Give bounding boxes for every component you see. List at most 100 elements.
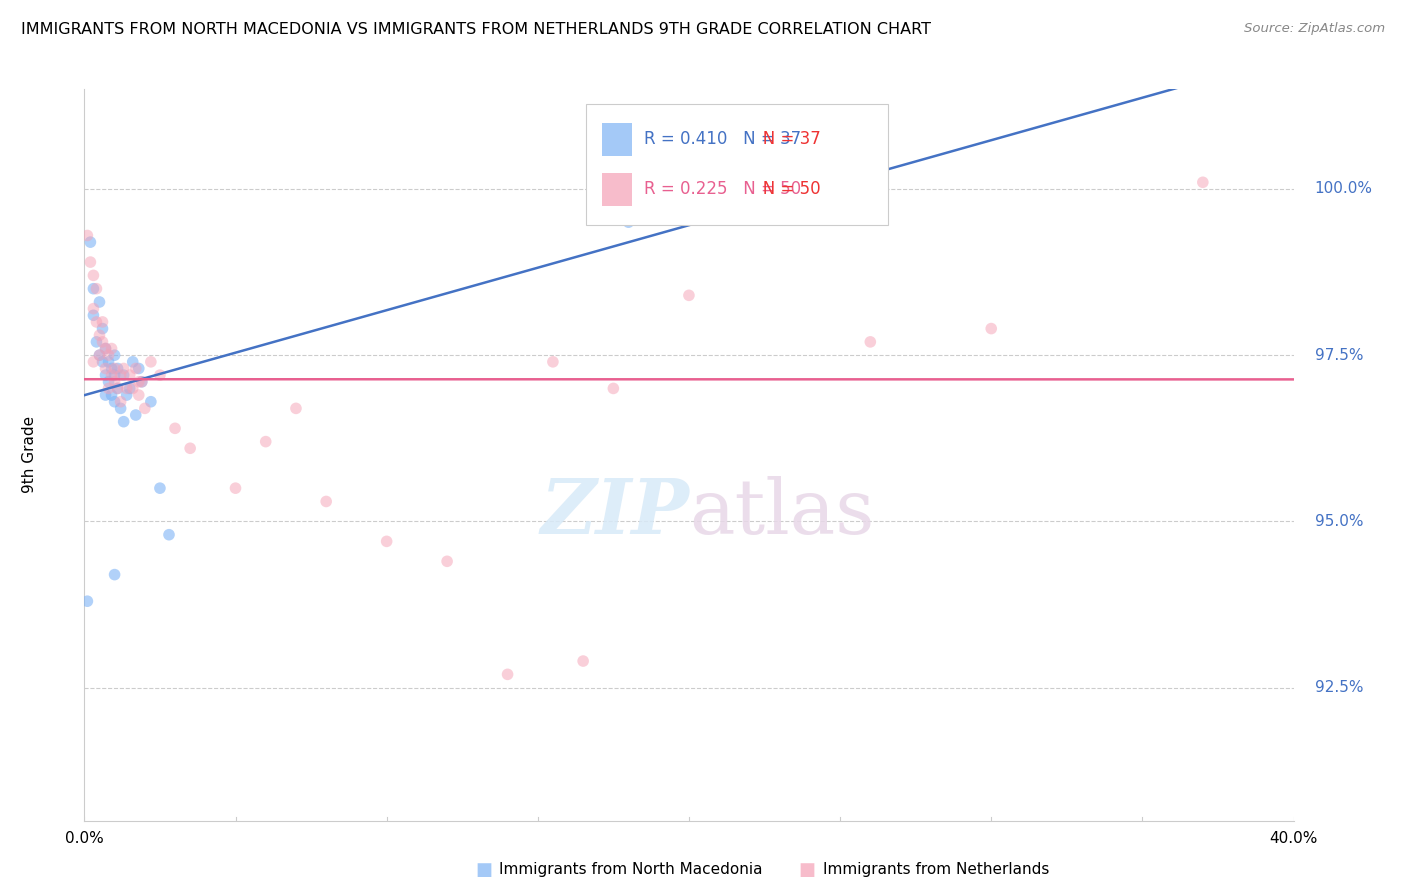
Point	[254, 434, 277, 449]
Point	[104, 394, 127, 409]
FancyBboxPatch shape	[602, 123, 633, 156]
Point	[375, 534, 398, 549]
Point	[79, 255, 101, 269]
Point	[112, 415, 135, 429]
Point	[128, 361, 150, 376]
Point	[121, 381, 143, 395]
Text: ■: ■	[475, 861, 492, 879]
Point	[107, 381, 129, 395]
Point	[82, 308, 104, 322]
Point	[91, 321, 114, 335]
Text: N = 37: N = 37	[747, 130, 821, 148]
Point	[112, 368, 135, 383]
Point	[86, 334, 108, 349]
Text: R = 0.410   N = 37: R = 0.410 N = 37	[644, 130, 801, 148]
Point	[86, 315, 108, 329]
Point	[100, 342, 122, 356]
Point	[82, 355, 104, 369]
Point	[1191, 175, 1213, 189]
Text: ZIP: ZIP	[540, 476, 689, 550]
Point	[104, 567, 127, 582]
Point	[89, 348, 111, 362]
Point	[436, 554, 458, 568]
Point	[100, 368, 122, 383]
Point	[157, 527, 180, 541]
Text: N = 50: N = 50	[747, 180, 821, 198]
Point	[112, 361, 135, 376]
Point	[125, 361, 148, 376]
Point	[163, 421, 186, 435]
Text: 0.0%: 0.0%	[65, 830, 104, 846]
Point	[131, 375, 153, 389]
Point	[94, 342, 117, 356]
Point	[572, 654, 595, 668]
Point	[602, 381, 624, 395]
Point	[91, 315, 114, 329]
Point	[76, 594, 98, 608]
Text: 97.5%: 97.5%	[1315, 348, 1362, 363]
Point	[86, 282, 108, 296]
Point	[496, 667, 519, 681]
Text: Source: ZipAtlas.com: Source: ZipAtlas.com	[1244, 22, 1385, 36]
Point	[128, 375, 150, 389]
Point	[115, 388, 138, 402]
Point	[125, 408, 148, 422]
Point	[134, 401, 156, 416]
Text: 40.0%: 40.0%	[1270, 830, 1317, 846]
Point	[94, 342, 117, 356]
Point	[110, 401, 132, 416]
Point	[139, 394, 162, 409]
Point	[110, 394, 132, 409]
Point	[97, 355, 120, 369]
Text: Immigrants from Netherlands: Immigrants from Netherlands	[823, 863, 1049, 877]
Point	[859, 334, 882, 349]
Text: 92.5%: 92.5%	[1315, 681, 1362, 695]
Point	[82, 301, 104, 316]
Point	[179, 442, 201, 456]
Point	[94, 361, 117, 376]
Point	[94, 388, 117, 402]
Text: 95.0%: 95.0%	[1315, 514, 1362, 529]
Point	[91, 334, 114, 349]
Point	[107, 361, 129, 376]
Point	[617, 215, 640, 229]
Point	[118, 368, 141, 383]
Point	[118, 381, 141, 395]
FancyBboxPatch shape	[586, 103, 889, 225]
Point	[678, 288, 700, 302]
Point	[128, 388, 150, 402]
Point	[980, 321, 1002, 335]
Point	[79, 235, 101, 249]
Point	[115, 381, 138, 395]
Text: IMMIGRANTS FROM NORTH MACEDONIA VS IMMIGRANTS FROM NETHERLANDS 9TH GRADE CORRELA: IMMIGRANTS FROM NORTH MACEDONIA VS IMMIG…	[21, 22, 931, 37]
Point	[110, 368, 132, 383]
Point	[678, 209, 700, 223]
Text: ■: ■	[799, 861, 815, 879]
Point	[723, 195, 745, 210]
Point	[76, 228, 98, 243]
Point	[647, 202, 671, 216]
Point	[131, 375, 153, 389]
Point	[82, 268, 104, 283]
Point	[104, 375, 127, 389]
Point	[139, 355, 162, 369]
Point	[541, 355, 564, 369]
Text: atlas: atlas	[689, 476, 875, 550]
Point	[94, 368, 117, 383]
Point	[100, 388, 122, 402]
Point	[149, 481, 172, 495]
Point	[97, 375, 120, 389]
Point	[97, 381, 120, 395]
Point	[89, 328, 111, 343]
Point	[100, 361, 122, 376]
Text: 9th Grade: 9th Grade	[22, 417, 38, 493]
Point	[121, 355, 143, 369]
Point	[89, 295, 111, 310]
Text: 100.0%: 100.0%	[1315, 181, 1372, 196]
Point	[149, 368, 172, 383]
Point	[225, 481, 247, 495]
Point	[104, 348, 127, 362]
Point	[315, 494, 337, 508]
Point	[82, 282, 104, 296]
Text: Immigrants from North Macedonia: Immigrants from North Macedonia	[499, 863, 762, 877]
